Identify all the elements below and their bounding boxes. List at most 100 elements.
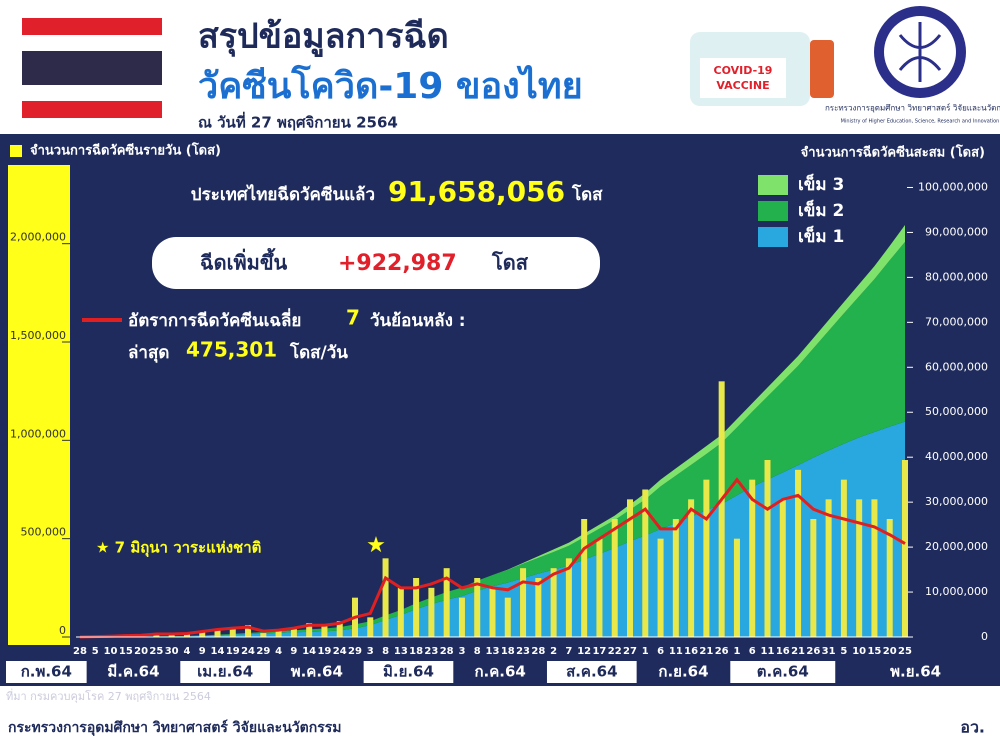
bar — [489, 587, 496, 637]
bar — [199, 631, 206, 637]
page-number: หน้า 3 ของ 15 หน้า — [872, 689, 990, 705]
bar — [367, 617, 374, 637]
x-tick-label: 1 — [642, 646, 649, 657]
x-tick-label: 30 — [165, 646, 179, 657]
legend-swatch — [758, 227, 788, 247]
month-label: ส.ค.64 — [566, 663, 617, 681]
x-tick-label: 29 — [348, 646, 362, 657]
footer-abbr: อว. — [960, 718, 985, 737]
x-tick-label: 23 — [516, 646, 530, 657]
x-tick-label: 14 — [211, 646, 225, 657]
x-tick-label: 24 — [333, 646, 347, 657]
x-tick-label: 9 — [199, 646, 206, 657]
x-tick-label: 26 — [806, 646, 820, 657]
x-tick-label: 26 — [715, 646, 729, 657]
bar — [718, 381, 725, 637]
bar — [779, 499, 786, 637]
x-tick-label: 16 — [684, 646, 698, 657]
x-tick-label: 16 — [776, 646, 790, 657]
legend-label: เข็ม 1 — [798, 224, 844, 247]
month-box — [88, 661, 179, 683]
vaccine-label: COVID-19 — [714, 64, 773, 77]
bar — [290, 627, 297, 637]
bar — [764, 460, 771, 637]
bar — [413, 578, 420, 637]
x-tick-label: 18 — [501, 646, 515, 657]
month-box — [6, 661, 87, 683]
vial-label — [700, 58, 786, 98]
x-tick-label: 7 — [565, 646, 572, 657]
x-tick-label: 12 — [577, 646, 591, 657]
x-tick-label: 3 — [458, 646, 465, 657]
vial-cap — [810, 40, 834, 98]
x-tick-label: 5 — [840, 646, 847, 657]
y-tick-label: 500,000 — [21, 526, 67, 539]
bar — [520, 568, 527, 637]
vaccine-image: COVID-19 VACCINE — [690, 32, 834, 106]
bar — [642, 489, 649, 637]
bar — [550, 568, 557, 637]
total-prefix: ประเทศไทยฉีดวัคซีนแล้ว — [191, 184, 375, 205]
title: สรุปข้อมูลการฉีด — [198, 17, 449, 58]
x-tick-label: 20 — [134, 646, 148, 657]
bar — [596, 538, 603, 637]
bar — [260, 633, 267, 637]
y2-tick-label: 70,000,000 — [925, 315, 988, 328]
area — [80, 241, 905, 637]
x-tick-label: 21 — [791, 646, 805, 657]
flag-stripe — [22, 51, 162, 85]
y2-tick-label: 50,000,000 — [925, 405, 988, 418]
x-tick-label: 27 — [623, 646, 637, 657]
y2-tick-label: 90,000,000 — [925, 225, 988, 238]
legend-swatch — [758, 201, 788, 221]
bar — [902, 460, 908, 637]
x-tick-label: 5 — [92, 646, 99, 657]
legend-swatch — [758, 175, 788, 195]
x-tick-label: 4 — [183, 646, 190, 657]
bar — [856, 499, 863, 637]
x-tick-label: 18 — [409, 646, 423, 657]
x-tick-label: 6 — [749, 646, 756, 657]
left-axis-key — [10, 145, 22, 157]
bar — [229, 627, 236, 637]
month-label: มิ.ย.64 — [383, 663, 434, 681]
y-tick-label: 1,000,000 — [10, 427, 66, 440]
x-tick-label: 14 — [302, 646, 316, 657]
month-label: ต.ค.64 — [757, 663, 809, 681]
bar — [321, 625, 328, 637]
bar — [749, 479, 756, 637]
x-tick-label: 21 — [699, 646, 713, 657]
month-box — [455, 661, 545, 683]
x-tick-label: 31 — [822, 646, 836, 657]
x-tick-label: 11 — [669, 646, 683, 657]
month-box — [546, 661, 637, 683]
bar — [535, 578, 542, 637]
latest-prefix: ล่าสุด — [128, 343, 169, 363]
y-axis-label: จำนวนการฉีดวัคซีนรายวัน (โดส) — [30, 142, 221, 159]
x-tick-label: 17 — [592, 646, 606, 657]
y2-tick-label: 100,000,000 — [918, 180, 988, 193]
avg-suffix: วันย้อนหลัง : — [370, 311, 466, 331]
bar — [504, 597, 511, 637]
bar — [795, 469, 802, 637]
avg-days: 7 — [346, 306, 360, 330]
bar — [306, 623, 313, 637]
y2-tick-label: 30,000,000 — [925, 495, 988, 508]
x-tick-label: 8 — [382, 646, 389, 657]
x-tick-label: 25 — [898, 646, 912, 657]
vaccine-label: VACCINE — [716, 79, 769, 92]
x-tick-label: 29 — [256, 646, 270, 657]
legend-label: เข็ม 3 — [798, 172, 844, 195]
bar — [825, 499, 832, 637]
y2-tick-label: 60,000,000 — [925, 360, 988, 373]
x-tick-label: 10 — [852, 646, 866, 657]
bar — [397, 587, 404, 637]
bar — [703, 479, 710, 637]
x-tick-label: 28 — [440, 646, 454, 657]
increase-prefix: ฉีดเพิ่มขึ้น — [200, 248, 287, 275]
x-tick-label: 28 — [531, 646, 545, 657]
bar — [810, 519, 817, 637]
bar — [214, 629, 221, 637]
bar — [382, 558, 389, 637]
x-tick-label: 13 — [394, 646, 408, 657]
